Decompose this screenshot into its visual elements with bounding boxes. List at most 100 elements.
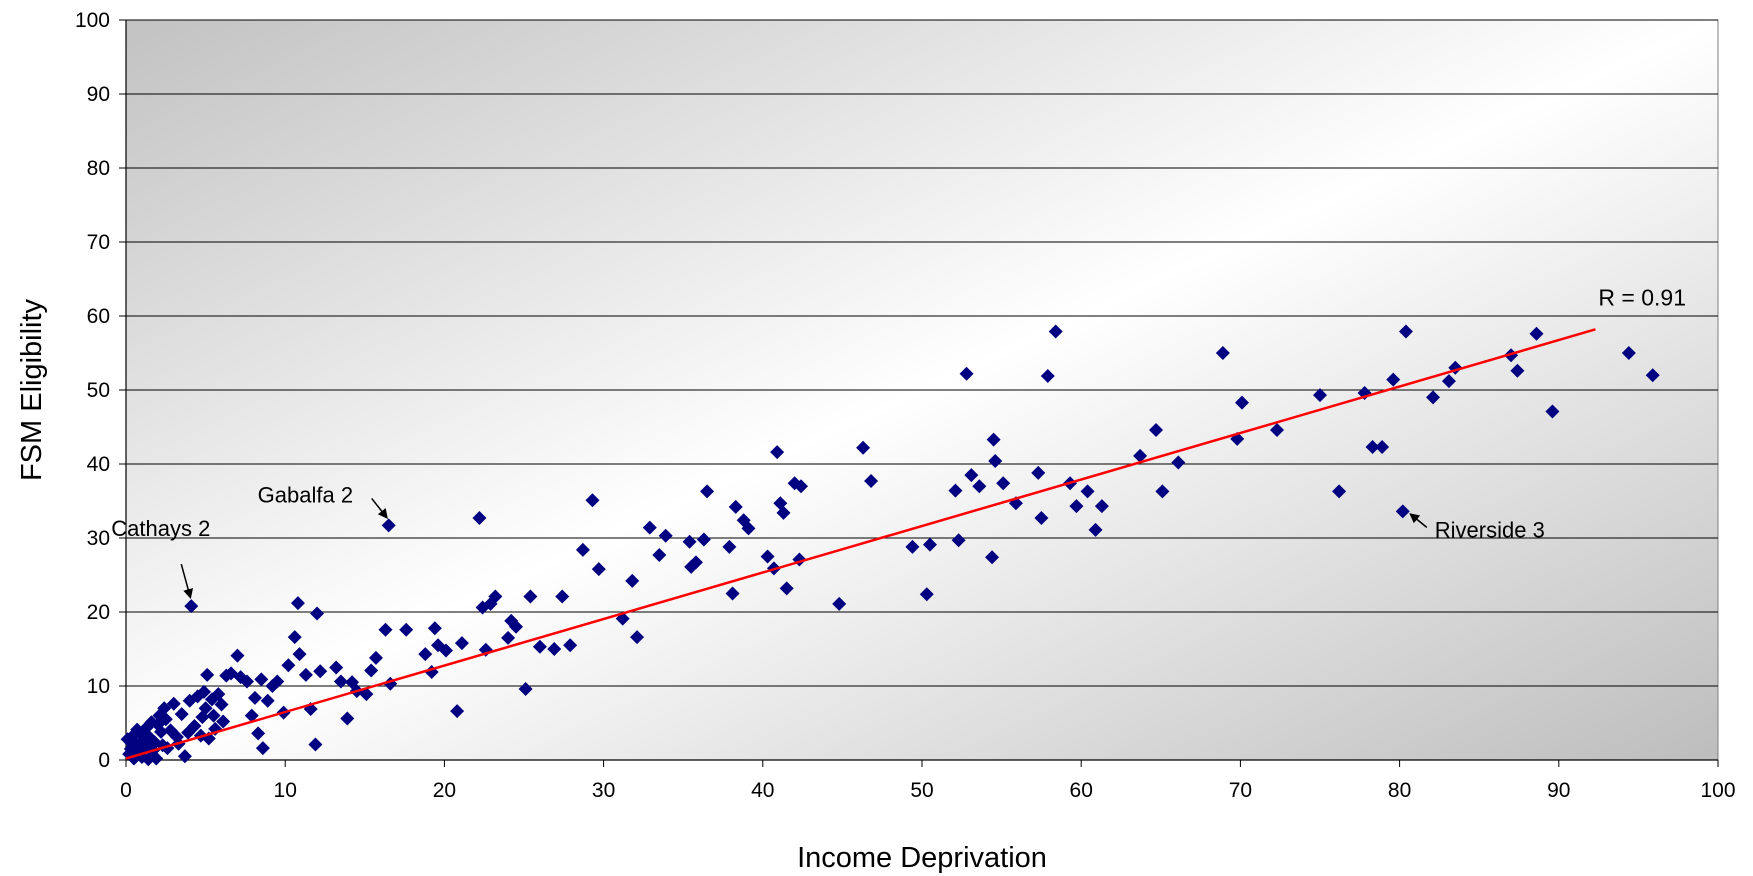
data-point — [364, 663, 379, 678]
y-tick-label: 100 — [75, 9, 110, 32]
x-tick-label: 10 — [274, 779, 297, 802]
data-point — [1031, 465, 1046, 480]
data-point — [427, 621, 442, 636]
data-point — [741, 521, 756, 536]
data-point — [988, 454, 1003, 469]
data-point — [1080, 484, 1095, 499]
x-tick-label: 0 — [120, 779, 132, 802]
data-point — [418, 647, 433, 662]
x-tick-labels: 0 10 20 30 40 50 60 70 80 90 100 — [120, 779, 1735, 802]
data-point — [1088, 522, 1103, 537]
data-point — [239, 674, 254, 689]
data-point — [200, 667, 215, 682]
data-point — [1069, 499, 1084, 514]
annotation-arrow — [1409, 513, 1428, 528]
data-point — [333, 674, 348, 689]
y-tick-label: 70 — [87, 231, 110, 254]
data-point — [779, 581, 794, 596]
data-point — [198, 701, 213, 716]
data-point — [922, 537, 937, 552]
y-tick-label: 20 — [87, 601, 110, 624]
data-point — [776, 505, 791, 520]
data-point — [313, 664, 328, 679]
data-point — [292, 647, 307, 662]
annotation-arrow — [180, 563, 193, 600]
data-point — [1215, 346, 1230, 360]
data-point — [488, 589, 503, 604]
y-tick-label: 10 — [87, 675, 110, 698]
data-point — [563, 638, 578, 653]
data-point — [187, 718, 202, 733]
data-point — [959, 366, 974, 381]
x-tick-label: 20 — [433, 779, 456, 802]
data-point — [585, 493, 600, 508]
data-point — [244, 708, 259, 723]
data-point — [1313, 388, 1327, 403]
data-point — [1375, 439, 1390, 454]
y-tick-label: 40 — [87, 453, 110, 476]
data-point — [154, 724, 169, 739]
data-point — [760, 549, 775, 564]
data-point — [948, 483, 963, 498]
data-point — [260, 693, 275, 708]
data-point — [1034, 511, 1049, 526]
data-point — [472, 511, 487, 526]
data-point — [1441, 374, 1456, 389]
data-point — [1040, 368, 1055, 383]
data-point — [281, 658, 296, 673]
data-point — [919, 587, 934, 602]
data-point — [166, 696, 181, 711]
data-point — [214, 697, 229, 712]
data-point — [700, 484, 715, 499]
data-point — [1398, 324, 1413, 339]
data-point — [1171, 455, 1186, 470]
data-point — [310, 606, 325, 621]
data-point — [270, 674, 285, 689]
x-tick-label: 30 — [592, 779, 615, 802]
data-point — [972, 479, 987, 494]
data-point — [1395, 504, 1410, 519]
data-point — [197, 684, 212, 699]
data-point — [1386, 372, 1401, 387]
data-point — [630, 630, 645, 645]
data-point — [688, 555, 703, 570]
y-tick-label: 30 — [87, 527, 110, 550]
data-point — [438, 643, 453, 658]
data-point — [1234, 395, 1249, 410]
data-point — [794, 479, 809, 494]
data-point — [1510, 363, 1525, 378]
x-tick-label: 80 — [1388, 779, 1411, 802]
data-point — [856, 440, 871, 455]
data-point — [308, 737, 323, 752]
x-tick-label: 50 — [910, 779, 933, 802]
data-point — [696, 532, 711, 547]
x-tick-label: 40 — [751, 779, 774, 802]
data-point — [216, 714, 231, 729]
data-point — [591, 562, 606, 577]
data-point — [255, 741, 270, 756]
data-point — [399, 622, 414, 637]
data-point — [725, 586, 740, 601]
y-tick-label: 50 — [87, 379, 110, 402]
y-axis-title: FSM Eligibility — [16, 298, 48, 481]
data-point — [290, 596, 305, 611]
data-point — [575, 542, 590, 557]
data-point — [523, 589, 538, 604]
data-point — [329, 660, 344, 675]
data-points — [120, 324, 1660, 767]
data-point — [184, 599, 199, 614]
data-point — [722, 539, 737, 554]
data-point — [287, 630, 302, 645]
data-point — [251, 726, 266, 741]
annotation-label: Riverside 3 — [1435, 517, 1545, 542]
data-point — [177, 749, 192, 764]
data-point — [1365, 439, 1380, 454]
data-point — [340, 711, 355, 726]
data-point — [682, 534, 697, 549]
annotation-label: Gabalfa 2 — [258, 482, 353, 507]
y-tick-label: 0 — [98, 749, 110, 772]
data-point — [1094, 499, 1109, 514]
data-point — [368, 650, 383, 665]
data-point — [996, 476, 1011, 491]
